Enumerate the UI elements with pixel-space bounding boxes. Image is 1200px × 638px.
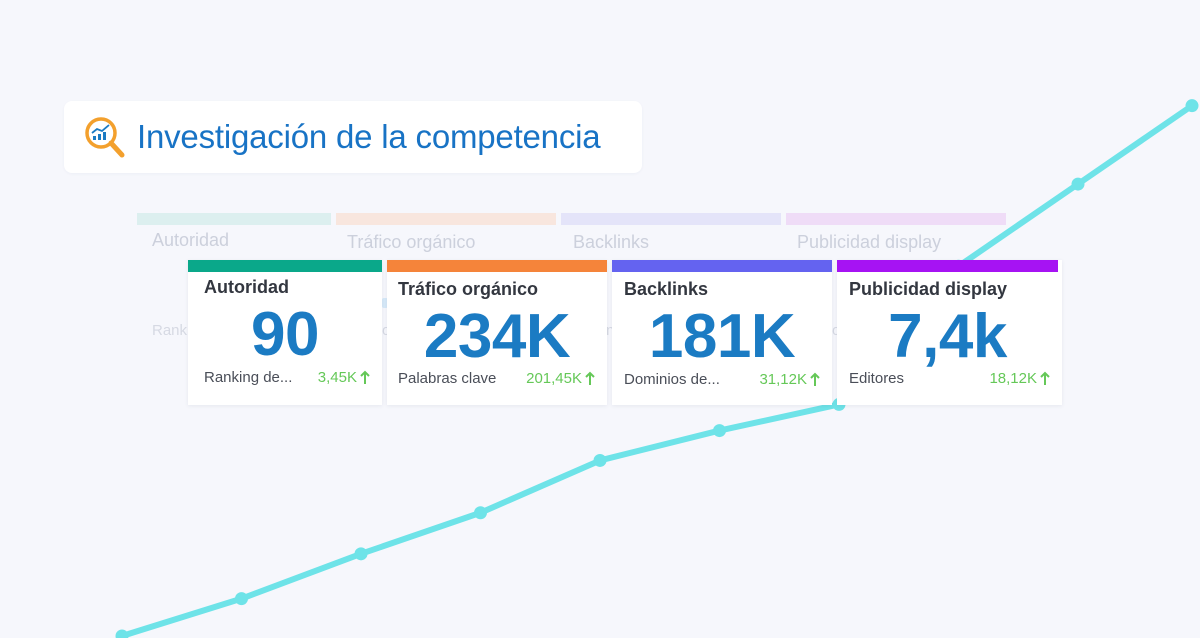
ghost-bar-publicidad (786, 213, 1006, 225)
card-delta: 3,45K (318, 369, 370, 386)
delta-value: 18,12K (989, 370, 1037, 387)
trend-point (1185, 99, 1199, 113)
trend-point (235, 592, 248, 606)
metric-card-autoridad[interactable]: Autoridad 90 Ranking de... 3,45K (188, 260, 382, 405)
metric-card-publicidad[interactable]: Publicidad display 7,4k Editores 18,12K (837, 260, 1062, 405)
ghost-label-publicidad: Publicidad display (797, 232, 942, 252)
title-card: Investigación de la competencia (64, 101, 642, 173)
card-delta: 201,45K (526, 370, 595, 387)
ghost-sub-trafico: o (382, 322, 390, 339)
page-title: Investigación de la competencia (137, 118, 601, 155)
trend-point (115, 629, 129, 638)
delta-value: 201,45K (526, 370, 582, 387)
arrow-up-icon (1040, 371, 1050, 385)
ghost-sub-publicidad: o (832, 322, 840, 339)
ghost-label-autoridad: Autoridad (152, 230, 230, 250)
ghost-sub-autoridad: Rank (152, 322, 188, 339)
magnifier-chart-icon (85, 117, 125, 158)
ghost-label-trafico: Tráfico orgánico (347, 232, 476, 252)
ghost-bar-backlinks (561, 213, 781, 225)
arrow-up-icon (585, 371, 595, 385)
card-delta: 18,12K (989, 370, 1050, 387)
card-accent-bar (188, 260, 382, 272)
trend-line (119, 102, 1195, 638)
delta-value: 31,12K (759, 371, 807, 388)
card-sub-label: Editores (849, 370, 905, 387)
trend-point (474, 506, 487, 520)
ghost-bar-autoridad (137, 213, 331, 225)
card-accent-bar (837, 260, 1058, 272)
ghost-sub-backlinks: ni (606, 322, 618, 339)
card-accent-bar (612, 260, 832, 272)
card-label: Backlinks (624, 279, 709, 299)
card-sub-label: Dominios de... (624, 371, 720, 388)
metric-card-backlinks[interactable]: Backlinks 181K Dominios de... 31,12K (612, 260, 832, 405)
ghost-label-backlinks: Backlinks (573, 232, 650, 252)
metric-card-trafico[interactable]: Tráfico orgánico 234K Palabras clave 201… (387, 260, 607, 405)
card-label: Tráfico orgánico (398, 279, 539, 299)
card-sub-label: Palabras clave (398, 370, 497, 387)
card-label: Autoridad (204, 277, 289, 297)
card-label: Publicidad display (849, 279, 1008, 299)
trend-point (593, 453, 607, 467)
arrow-up-icon (810, 372, 820, 386)
delta-value: 3,45K (317, 369, 357, 386)
arrow-up-icon (360, 370, 370, 384)
trend-point (1071, 177, 1085, 191)
card-value: 181K (648, 302, 796, 371)
card-sub-label: Ranking de... (204, 369, 293, 386)
ghost-chip (382, 298, 388, 308)
card-value: 90 (251, 300, 319, 369)
trend-point (354, 547, 368, 561)
card-value: 234K (423, 302, 571, 371)
card-accent-bar (387, 260, 607, 272)
ghost-bar-trafico (336, 213, 556, 225)
trend-point (713, 424, 726, 438)
card-delta: 31,12K (759, 371, 820, 388)
card-value: 7,4k (888, 302, 1007, 371)
